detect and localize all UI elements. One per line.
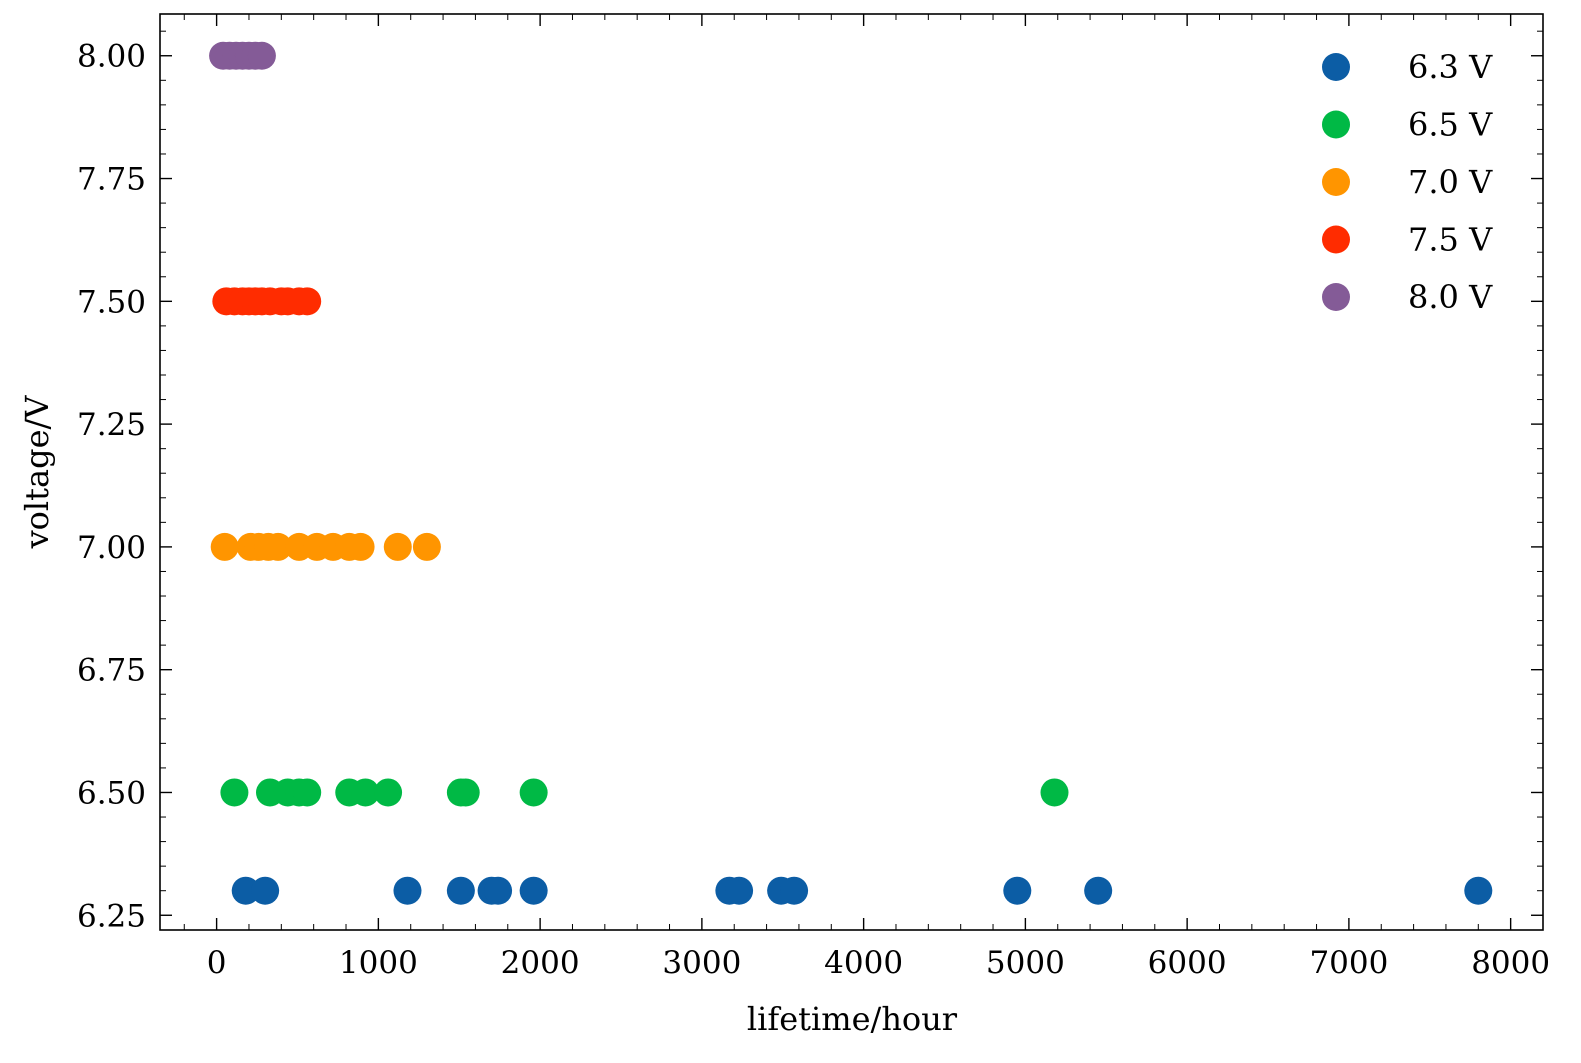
legend-label: 7.5 V xyxy=(1408,221,1493,259)
x-tick-label: 7000 xyxy=(1309,945,1388,981)
x-tick-label: 6000 xyxy=(1148,945,1227,981)
data-point xyxy=(725,876,754,905)
data-point xyxy=(519,778,548,807)
data-point xyxy=(1003,876,1032,905)
data-point xyxy=(220,778,249,807)
y-tick-labels: 6.25 6.50 6.75 7.00 7.25 7.50 7.75 8.00 xyxy=(77,39,146,935)
data-point xyxy=(293,778,322,807)
y-axis-title: voltage/V xyxy=(18,395,56,550)
series-7-5-v xyxy=(212,287,322,316)
y-tick-label: 6.75 xyxy=(77,653,146,689)
plot-frame xyxy=(159,13,1544,931)
data-point xyxy=(451,778,480,807)
data-point xyxy=(1040,778,1069,807)
series-6-5-v xyxy=(220,778,1069,807)
x-tick-label: 4000 xyxy=(824,945,903,981)
data-point xyxy=(351,778,380,807)
legend-item: 7.0 V xyxy=(1322,163,1493,201)
series-7-0-v xyxy=(210,532,441,561)
legend-item: 8.0 V xyxy=(1322,278,1493,316)
data-point xyxy=(780,876,809,905)
y-tick-label: 7.00 xyxy=(77,530,146,566)
legend-marker xyxy=(1322,53,1350,81)
x-tick-label: 8000 xyxy=(1471,945,1550,981)
data-point xyxy=(251,876,280,905)
data-point xyxy=(412,532,441,561)
y-tick-label: 7.25 xyxy=(77,407,146,443)
data-point xyxy=(1464,876,1493,905)
legend: 6.3 V 6.5 V 7.0 V 7.5 V 8.0 V xyxy=(1322,48,1493,316)
x-tick-label: 1000 xyxy=(339,945,418,981)
data-point xyxy=(346,532,375,561)
major-ticks xyxy=(160,14,1543,930)
data-point xyxy=(393,876,422,905)
data-point xyxy=(1084,876,1113,905)
minor-ticks xyxy=(160,14,1544,930)
data-point xyxy=(383,532,412,561)
legend-item: 6.5 V xyxy=(1322,106,1493,144)
legend-marker xyxy=(1322,225,1350,254)
legend-label: 8.0 V xyxy=(1408,278,1493,316)
y-tick-label: 7.50 xyxy=(77,284,146,320)
legend-marker xyxy=(1322,283,1350,311)
legend-label: 6.3 V xyxy=(1408,48,1493,86)
y-tick-label: 6.50 xyxy=(77,775,146,811)
legend-item: 6.3 V xyxy=(1322,48,1493,86)
data-point xyxy=(210,532,239,561)
legend-label: 6.5 V xyxy=(1408,106,1493,144)
data-point xyxy=(264,532,293,561)
x-tick-label: 2000 xyxy=(501,945,580,981)
x-tick-label: 3000 xyxy=(662,945,741,981)
legend-marker xyxy=(1322,168,1350,196)
legend-item: 7.5 V xyxy=(1322,221,1493,259)
data-point xyxy=(231,876,260,905)
series-8-0-v xyxy=(209,41,276,70)
x-tick-label: 0 xyxy=(207,945,227,981)
x-tick-labels: 0 1000 2000 3000 4000 5000 6000 7000 8000 xyxy=(207,945,1550,981)
y-tick-label: 8.00 xyxy=(77,39,146,75)
x-tick-label: 5000 xyxy=(986,945,1065,981)
series-6-3-v xyxy=(231,876,1493,905)
legend-label: 7.0 V xyxy=(1408,163,1493,201)
data-point xyxy=(374,778,403,807)
data-points xyxy=(209,41,1493,905)
data-point xyxy=(519,876,548,905)
x-axis-title: lifetime/hour xyxy=(747,1000,958,1038)
y-tick-label: 6.25 xyxy=(77,898,146,934)
data-point xyxy=(293,287,322,316)
data-point xyxy=(247,41,276,70)
data-point xyxy=(484,876,513,905)
y-tick-label: 7.75 xyxy=(77,162,146,198)
data-point xyxy=(446,876,475,905)
legend-marker xyxy=(1322,110,1350,139)
